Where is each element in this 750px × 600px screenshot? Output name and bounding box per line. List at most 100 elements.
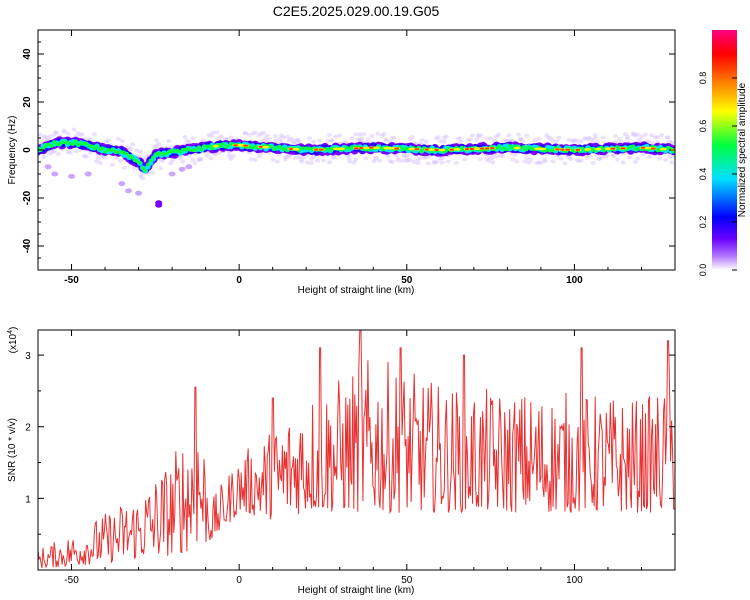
spectrogram-haze [439,155,445,160]
spectrogram-haze [87,150,93,155]
spectrogram-haze [150,170,156,175]
spectrogram-haze [671,154,675,159]
spectrogram-haze [252,157,258,162]
spectrogram-haze [638,134,644,139]
spectrogram-haze [47,134,53,139]
spectrogram-peak-red [560,148,566,151]
spectrogram-peak-red [489,147,495,150]
spectrogram-haze [385,154,391,159]
spectrogram-haze [592,132,598,137]
spectrogram-haze [433,159,439,164]
spectrogram-haze [558,156,564,161]
spectrogram-cell [94,145,100,149]
spectrogram-cell [73,139,78,144]
spectrogram-haze [101,155,107,160]
snr-multiplier-base: (x10 [8,333,19,353]
spectrogram-peak-yellow [594,147,602,151]
spectrogram-haze [274,159,280,164]
spectrogram-haze [91,132,97,137]
spectrogram-peak-yellow [473,147,481,151]
spectrogram-peak-yellow [363,146,371,150]
spectrogram-haze [337,133,343,138]
spectrogram-blob [168,171,176,177]
x-tick-label: 50 [401,275,413,286]
spectrogram-blob [51,171,59,177]
spectrogram-haze [180,159,186,164]
x-tick-label: -50 [64,275,79,286]
spectrogram-haze [361,132,367,137]
spectrogram-haze [357,132,363,137]
spectrogram-haze [647,154,653,159]
spectrogram-haze [315,158,321,163]
spectrogram-cell [507,144,513,148]
spectrogram-peak-red [394,147,400,150]
spectrogram-cell [199,147,204,152]
spectrogram-haze [119,139,125,144]
spectrogram-haze [425,161,431,166]
spectrogram-haze [262,136,268,141]
spectrogram-cell [226,144,231,148]
spectrogram-blob [125,188,133,194]
spectrogram-haze [399,158,405,163]
spectrogram-peak-red [640,146,646,149]
spectrogram-haze [536,136,542,141]
spectrogram-haze [419,138,425,143]
spectrogram-haze [353,157,359,162]
spectrogram-cell [70,142,75,146]
spectrogram-cell [550,148,556,153]
spectrogram-haze [520,139,526,144]
spectrogram-peak-yellow [262,145,270,149]
spectrogram-haze [305,160,311,165]
spectrogram-haze [395,158,401,163]
spectrogram-haze [405,153,411,158]
spectrogram-cell [459,145,464,150]
x-tick-label: 100 [566,575,583,586]
x-tick-label: 50 [401,575,413,586]
spectrogram-heatmap [38,127,675,208]
spectrogram-haze [83,154,89,159]
spectrogram-cell [419,149,424,153]
spectrogram-haze [359,136,365,141]
spectrogram-peak-yellow [373,146,381,150]
spectrogram-x-ticks: -50 0 50 100 [37,30,676,286]
spectrogram-cell [129,155,134,160]
spectrogram-haze [325,139,331,144]
spectrogram-cell [207,144,212,148]
spectrogram-haze [266,137,272,142]
spectrogram-haze [270,157,276,162]
spectrogram-cell [178,150,183,154]
spectrogram-haze [329,138,335,143]
spectrogram-haze [260,130,266,135]
spectrogram-peak-yellow [513,146,521,150]
spectrogram-x-label: Height of straight line (km) [298,285,415,296]
spectrogram-haze [614,157,620,162]
spectrogram-cell [148,158,153,163]
spectrogram-haze [649,133,655,138]
spectrogram-peak-yellow [438,148,446,152]
spectrogram-peak-red [354,147,359,150]
spectrogram-haze [307,136,313,141]
spectrogram-haze [134,148,140,153]
spectrogram-haze [512,152,518,157]
spectrogram-peak-red [258,145,264,148]
spectrogram-haze [363,156,369,161]
spectrogram-cell [89,144,94,149]
spectrogram-haze [391,135,397,140]
snr-panel: -50 0 50 100 1 2 3 Height of straight line (k… [7,327,676,596]
spectrogram-haze [488,136,494,141]
spectrogram-peak-red [650,147,656,150]
spectrogram-cell [510,146,515,151]
y-tick-label: 0 [22,147,33,153]
spectrogram-haze [612,133,618,138]
spectrogram-peak-red [288,147,294,150]
y-tick-label: 2 [25,423,31,434]
spectrogram-haze [566,137,572,142]
spectrogram-peak-yellow [659,147,667,151]
spectrogram-cell [220,142,226,146]
spectrogram-haze [55,151,61,156]
spectrogram-cell [277,144,282,149]
spectrogram-haze [166,138,172,143]
spectrogram-haze [494,154,500,159]
spectrogram-y-label: Frequency (Hz) [7,116,18,185]
spectrogram-haze [578,139,584,144]
